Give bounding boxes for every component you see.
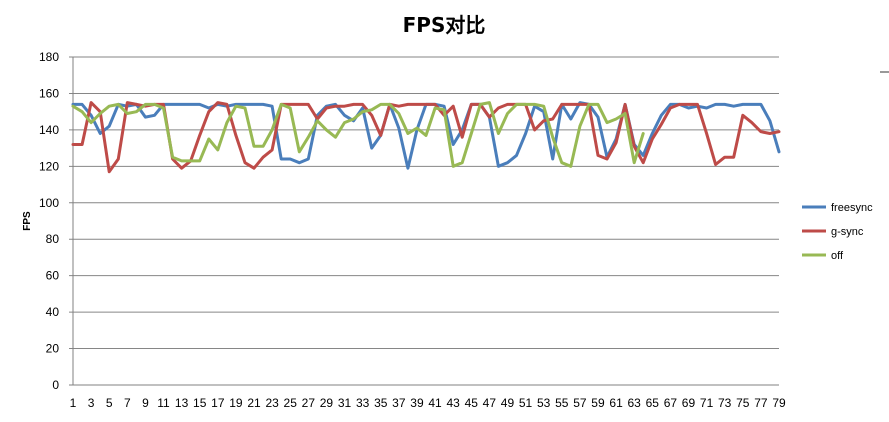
- x-tick-label: 1: [70, 396, 77, 410]
- y-tick-label: 80: [46, 232, 60, 246]
- x-tick-label: 67: [664, 396, 678, 410]
- x-tick-label: 35: [374, 396, 388, 410]
- x-tick-label: 59: [591, 396, 605, 410]
- x-tick-label: 37: [392, 396, 406, 410]
- y-tick-label: 100: [39, 196, 59, 210]
- x-tick-label: 21: [247, 396, 261, 410]
- x-tick-label: 17: [211, 396, 225, 410]
- x-tick-label: 29: [320, 396, 334, 410]
- y-tick-label: 0: [52, 378, 59, 392]
- legend: freesync g-sync off: [802, 202, 873, 262]
- x-tick-label: 41: [428, 396, 442, 410]
- legend-label-g-sync: g-sync: [831, 226, 864, 238]
- x-tick-label: 65: [646, 396, 660, 410]
- y-tick-label: 40: [46, 305, 60, 319]
- y-tick-label: 160: [39, 86, 59, 100]
- y-tick-label: 140: [39, 123, 59, 137]
- legend-edge-mark: [880, 71, 889, 73]
- x-tick-label: 7: [124, 396, 131, 410]
- x-tick-label: 55: [555, 396, 569, 410]
- y-axis-label: FPS: [22, 211, 33, 231]
- gridlines: [69, 56, 779, 386]
- x-tick-label: 27: [302, 396, 316, 410]
- series-lines: [71, 101, 781, 174]
- x-tick-label: 39: [410, 396, 424, 410]
- x-tick-label: 61: [609, 396, 623, 410]
- x-tick-label: 73: [718, 396, 732, 410]
- x-tick-label: 51: [519, 396, 533, 410]
- x-tick-label: 57: [573, 396, 587, 410]
- y-tick-labels: 0 20 40 60 80 100 120 140 160 180: [39, 50, 59, 392]
- x-tick-label: 49: [501, 396, 515, 410]
- y-tick-label: 20: [46, 342, 60, 356]
- x-tick-label: 53: [537, 396, 551, 410]
- x-tick-label: 33: [356, 396, 370, 410]
- x-tick-label: 25: [284, 396, 298, 410]
- x-tick-label: 47: [483, 396, 497, 410]
- x-tick-label: 5: [106, 396, 113, 410]
- x-tick-label: 71: [700, 396, 714, 410]
- x-tick-label: 77: [754, 396, 768, 410]
- x-tick-label: 75: [736, 396, 750, 410]
- x-tick-label: 69: [682, 396, 696, 410]
- x-tick-label: 3: [88, 396, 95, 410]
- x-tick-label: 11: [157, 396, 170, 410]
- x-tick-label: 45: [465, 396, 479, 410]
- legend-label-off: off: [831, 250, 844, 262]
- x-tick-label: 15: [193, 396, 207, 410]
- x-tick-label: 79: [772, 396, 786, 410]
- y-tick-label: 180: [39, 50, 59, 64]
- series-line-off: [71, 101, 645, 168]
- chart-title: FPS对比: [403, 13, 486, 37]
- x-tick-label: 23: [265, 396, 279, 410]
- x-tick-label: 43: [446, 396, 460, 410]
- x-tick-label: 31: [338, 396, 352, 410]
- x-tick-label: 19: [229, 396, 243, 410]
- y-tick-label: 60: [46, 269, 60, 283]
- x-tick-label: 9: [142, 396, 149, 410]
- y-tick-label: 120: [39, 159, 59, 173]
- legend-label-freesync: freesync: [831, 202, 873, 214]
- x-tick-label: 63: [627, 396, 641, 410]
- x-tick-label: 13: [175, 396, 189, 410]
- x-tick-labels: 1 3 5 7 9 11 13 15 17 19 21 23 25 27 29 31 33 35 37 39 41 43 4…: [70, 396, 786, 410]
